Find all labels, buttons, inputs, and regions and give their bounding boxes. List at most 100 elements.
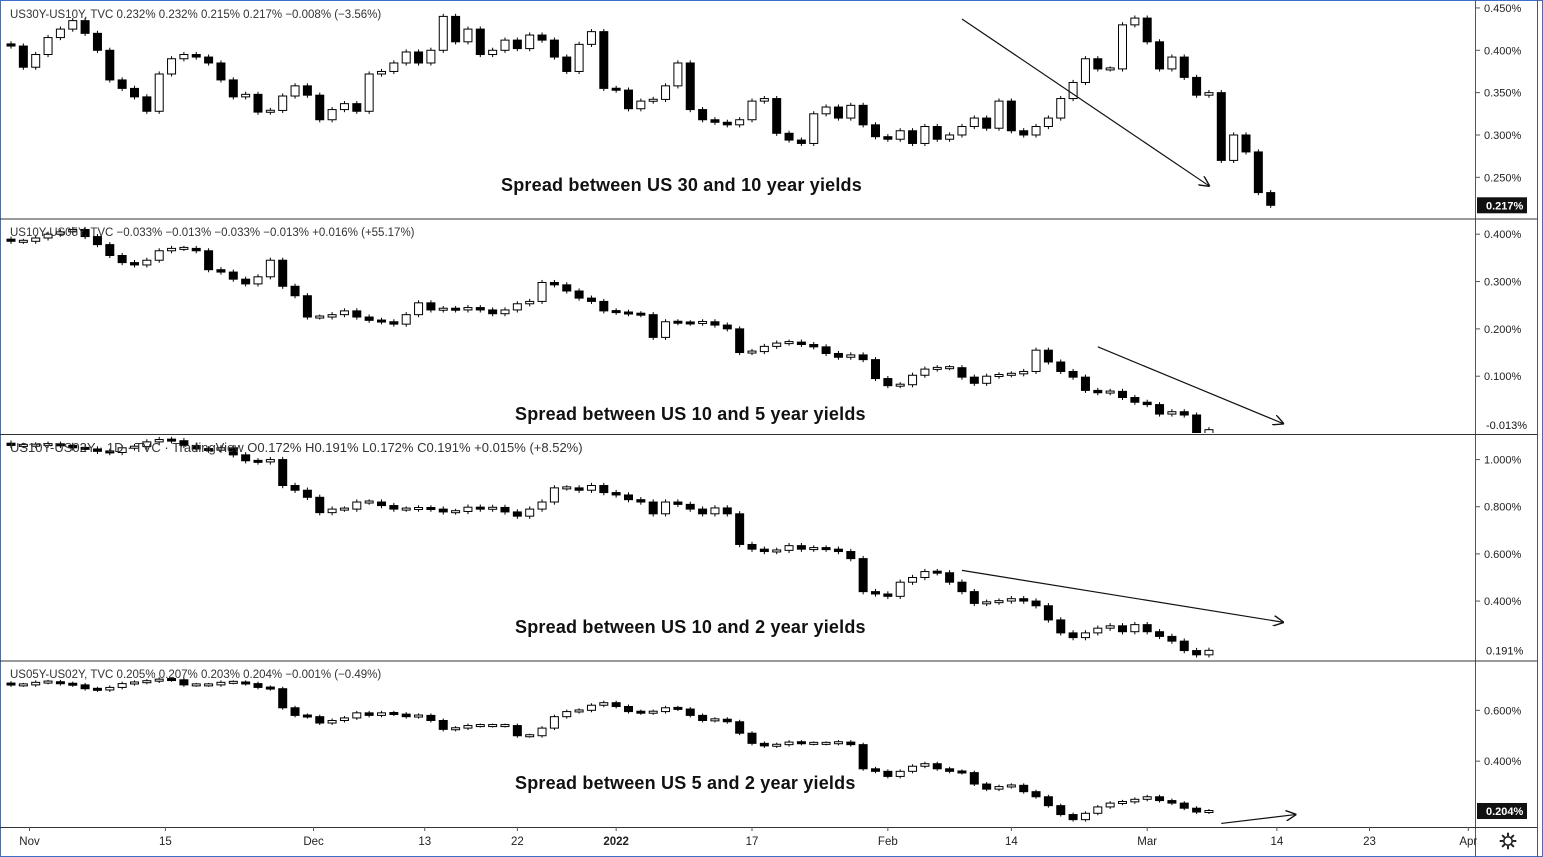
candle-down [1192, 650, 1202, 656]
candle-down [1142, 401, 1152, 406]
candle [784, 130, 794, 143]
candle [55, 679, 65, 686]
candle [821, 344, 831, 357]
candle-down [1019, 784, 1029, 793]
candle [6, 236, 16, 244]
candle-down [92, 32, 102, 51]
candle [1192, 74, 1202, 98]
candle [167, 56, 177, 77]
candle-down [1068, 814, 1078, 821]
candle [253, 274, 263, 287]
trend-arrow [1097, 346, 1283, 424]
candle [339, 506, 349, 512]
candle [278, 93, 288, 114]
candle-down [908, 130, 918, 144]
candle [339, 715, 349, 723]
candle [611, 700, 621, 709]
candle [290, 705, 300, 718]
pane-2: US10Y-US05Y, TVC −0.033% −0.013% −0.033%… [6, 226, 1527, 433]
candle-up [1167, 411, 1177, 415]
candle-down [302, 295, 312, 318]
candle-down [475, 307, 485, 311]
candle-up [908, 576, 918, 583]
candle-up [500, 309, 510, 315]
candle [265, 456, 275, 465]
candle-down [735, 328, 745, 354]
candle [809, 741, 819, 746]
candle [68, 681, 78, 687]
candle [18, 43, 28, 70]
candle-up [364, 500, 374, 504]
candle [43, 679, 53, 685]
candle-up [747, 350, 757, 354]
candle [809, 111, 819, 147]
candle-down [957, 367, 967, 378]
candle-up [846, 104, 856, 119]
candle [265, 257, 275, 280]
candle [18, 238, 28, 244]
candle [945, 766, 955, 774]
candle-down [204, 56, 214, 64]
candle-down [1068, 632, 1078, 639]
candle-down [92, 236, 102, 246]
candle-up [920, 368, 930, 376]
candle [1155, 402, 1165, 417]
candle [389, 319, 399, 327]
candle-up [1229, 134, 1239, 161]
candle [241, 680, 251, 686]
candle-up [117, 683, 127, 688]
candle [377, 317, 386, 325]
candle [43, 34, 53, 58]
candle-up [1031, 349, 1041, 372]
candle-down [1179, 56, 1189, 78]
candle-up [364, 73, 374, 112]
candle-up [43, 233, 53, 239]
candle-up [1142, 796, 1152, 800]
candle-up [994, 786, 1004, 790]
candle-down [426, 302, 436, 311]
candle [500, 723, 510, 728]
candle-down [957, 770, 967, 774]
candle-up [512, 303, 522, 311]
candle-down [55, 443, 65, 447]
gear-icon[interactable] [1499, 832, 1517, 850]
candle-down [1093, 389, 1103, 394]
candle-down [179, 679, 189, 686]
candle [1130, 621, 1140, 635]
candle [574, 41, 584, 75]
candle [759, 343, 769, 355]
candle [167, 677, 177, 682]
candle [1080, 811, 1090, 822]
candle-up [525, 34, 535, 50]
candle [1229, 132, 1239, 163]
candle [142, 679, 152, 685]
candle-down [735, 721, 745, 734]
price-tick-label: 0.400% [1484, 596, 1522, 608]
candle-down [747, 732, 757, 744]
candle [105, 242, 115, 259]
price-tick-label: 0.400% [1484, 756, 1522, 768]
candle [920, 761, 930, 769]
candle [698, 713, 708, 723]
candle [352, 308, 362, 320]
candle-down [191, 444, 201, 450]
candle-up [401, 507, 411, 511]
candle [290, 83, 300, 99]
candle-down [130, 87, 139, 98]
price-tick-label: 0.300% [1484, 130, 1522, 142]
last-value-box [1477, 197, 1527, 214]
candle-up [932, 366, 942, 370]
candle-down [796, 741, 806, 745]
candle [698, 506, 708, 517]
candle [1019, 368, 1029, 377]
candle-up [401, 314, 411, 325]
candle-down [722, 507, 732, 515]
candle-down [883, 378, 893, 387]
candle-down [241, 278, 251, 285]
candle [154, 436, 164, 445]
candle-up [31, 443, 41, 447]
candle [871, 357, 880, 382]
candle-down [438, 719, 448, 730]
candle-down [673, 706, 683, 710]
